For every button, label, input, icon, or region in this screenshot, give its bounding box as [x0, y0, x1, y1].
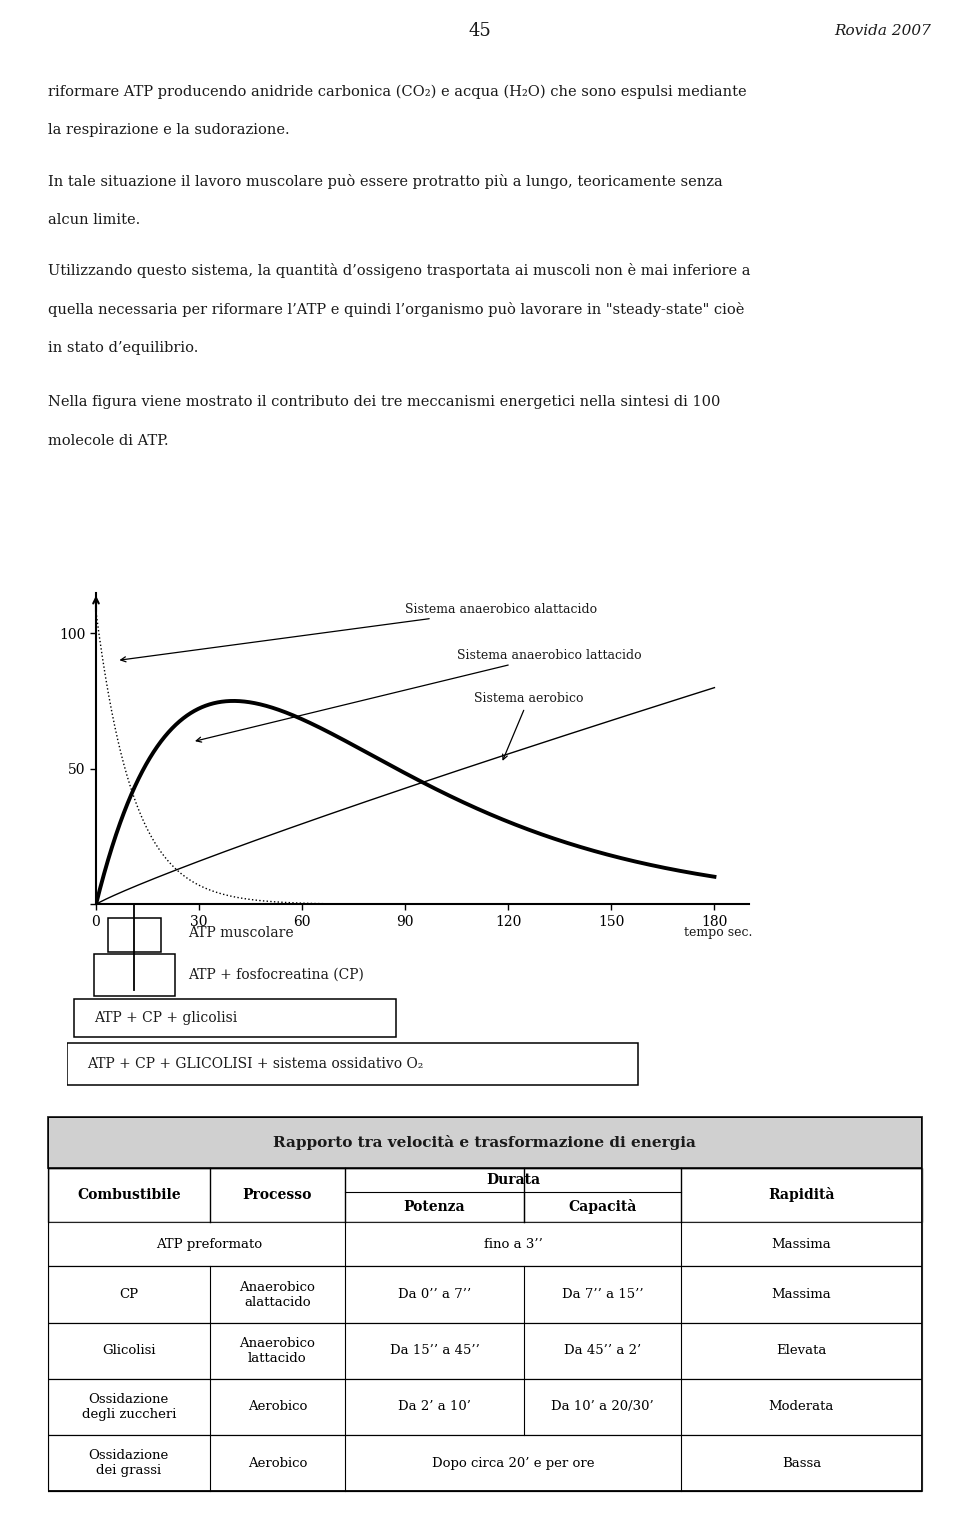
Text: ATP + CP + glicolisi: ATP + CP + glicolisi — [94, 1011, 237, 1026]
Text: Ossidazione
dei grassi: Ossidazione dei grassi — [88, 1449, 169, 1477]
Text: Potenza: Potenza — [404, 1199, 466, 1214]
Text: la respirazione e la sudorazione.: la respirazione e la sudorazione. — [48, 123, 290, 137]
Text: molecole di ATP.: molecole di ATP. — [48, 435, 169, 448]
Text: Utilizzando questo sistema, la quantità d’ossigeno trasportata ai muscoli non è : Utilizzando questo sistema, la quantità … — [48, 263, 751, 278]
Bar — [48, 1322, 922, 1379]
Text: Ossidazione
degli zuccheri: Ossidazione degli zuccheri — [82, 1392, 176, 1421]
Text: ATP muscolare: ATP muscolare — [188, 926, 294, 939]
Text: in stato d’equilibrio.: in stato d’equilibrio. — [48, 340, 199, 356]
Text: Da 7’’ a 15’’: Da 7’’ a 15’’ — [562, 1287, 643, 1301]
Text: Nella figura viene mostrato il contributo dei tre meccanismi energetici nella si: Nella figura viene mostrato il contribut… — [48, 395, 720, 409]
Text: Moderata: Moderata — [769, 1400, 834, 1414]
Text: Da 15’’ a 45’’: Da 15’’ a 45’’ — [390, 1344, 479, 1357]
Text: riformare ATP producendo anidride carbonica (CO₂) e acqua (H₂O) che sono espulsi: riformare ATP producendo anidride carbon… — [48, 85, 747, 99]
Text: tempo sec.: tempo sec. — [684, 926, 753, 939]
Text: quella necessaria per riformare l’ATP e quindi l’organismo può lavorare in "stea: quella necessaria per riformare l’ATP e … — [48, 302, 744, 318]
Bar — [48, 1266, 922, 1322]
Text: ATP + CP + GLICOLISI + sistema ossidativo O₂: ATP + CP + GLICOLISI + sistema ossidativ… — [87, 1056, 423, 1072]
Text: Rapporto tra velocità e trasformazione di energia: Rapporto tra velocità e trasformazione d… — [274, 1135, 696, 1151]
Text: Da 10’ a 20/30’: Da 10’ a 20/30’ — [551, 1400, 654, 1414]
Text: alcun limite.: alcun limite. — [48, 213, 140, 226]
Text: Anaerobico
alattacido: Anaerobico alattacido — [239, 1280, 315, 1309]
Text: CP: CP — [119, 1287, 138, 1301]
Text: Bassa: Bassa — [781, 1456, 821, 1470]
Text: Rovida 2007: Rovida 2007 — [834, 24, 931, 38]
Text: Da 0’’ a 7’’: Da 0’’ a 7’’ — [398, 1287, 471, 1301]
Text: Sistema anaerobico lattacido: Sistema anaerobico lattacido — [196, 649, 641, 742]
Text: Da 2’ a 10’: Da 2’ a 10’ — [398, 1400, 471, 1414]
Text: Massima: Massima — [772, 1287, 831, 1301]
Text: Sistema aerobico: Sistema aerobico — [474, 692, 584, 760]
Text: Aerobico: Aerobico — [248, 1456, 307, 1470]
Bar — [48, 1435, 922, 1491]
Bar — [74, 1000, 396, 1037]
Text: In tale situazione il lavoro muscolare può essere protratto più a lungo, teorica: In tale situazione il lavoro muscolare p… — [48, 173, 723, 188]
Text: Anaerobico
lattacido: Anaerobico lattacido — [239, 1336, 315, 1365]
Bar — [48, 1117, 922, 1167]
Text: Durata: Durata — [486, 1173, 540, 1187]
Text: Elevata: Elevata — [777, 1344, 827, 1357]
Text: Processo: Processo — [243, 1187, 312, 1202]
Bar — [48, 1379, 922, 1435]
Text: fino a 3’’: fino a 3’’ — [484, 1237, 542, 1251]
Text: Da 45’’ a 2’: Da 45’’ a 2’ — [564, 1344, 641, 1357]
Bar — [67, 1043, 638, 1085]
Bar — [48, 1167, 922, 1222]
Text: ATP + fosfocreatina (CP): ATP + fosfocreatina (CP) — [188, 968, 364, 982]
Text: Massima: Massima — [772, 1237, 831, 1251]
Text: Combustibile: Combustibile — [77, 1187, 180, 1202]
Text: Rapidità: Rapidità — [768, 1187, 835, 1202]
Text: Capacità: Capacità — [568, 1199, 636, 1214]
Bar — [48, 1222, 922, 1266]
Text: 45: 45 — [468, 23, 492, 40]
Bar — [108, 918, 161, 952]
Text: Glicolisi: Glicolisi — [102, 1344, 156, 1357]
Text: Sistema anaerobico alattacido: Sistema anaerobico alattacido — [121, 602, 597, 661]
Text: Aerobico: Aerobico — [248, 1400, 307, 1414]
Text: Dopo circa 20’ e per ore: Dopo circa 20’ e per ore — [432, 1456, 594, 1470]
Bar — [94, 955, 175, 996]
Text: ATP preformato: ATP preformato — [156, 1237, 263, 1251]
